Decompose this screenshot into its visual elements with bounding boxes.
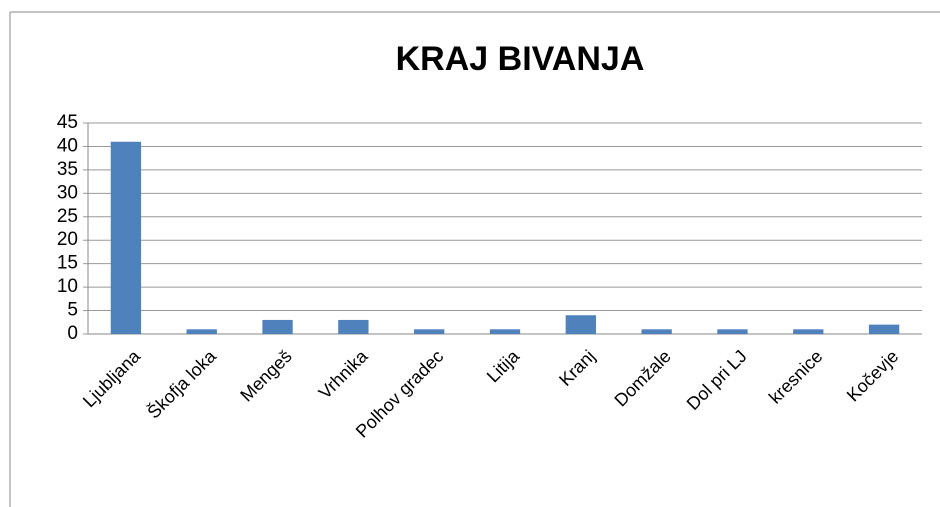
x-tick-label: Ljubljana — [79, 345, 145, 411]
bar — [338, 319, 369, 334]
chart-title: KRAJ BIVANJA — [396, 40, 645, 78]
y-tick-label: 35 — [57, 159, 78, 180]
bar — [565, 315, 596, 334]
bar — [793, 329, 824, 334]
y-tick-label: 40 — [57, 135, 78, 156]
bar — [641, 329, 672, 334]
bar — [489, 329, 521, 334]
x-tick-label: Litija — [483, 345, 524, 386]
bar — [717, 329, 748, 334]
y-tick-label: 10 — [57, 276, 78, 297]
bar — [110, 141, 142, 334]
bar — [868, 324, 900, 334]
bar — [262, 319, 293, 334]
y-tick-label: 15 — [57, 253, 78, 274]
x-tick-label: Domžale — [610, 346, 674, 410]
x-tick-label: Kočevje — [843, 346, 902, 405]
bar — [186, 329, 217, 334]
x-tick-label: Škofja loka — [143, 345, 221, 423]
x-tick-label: Vrhnika — [315, 345, 373, 403]
y-tick-label: 0 — [67, 323, 78, 344]
y-tick-label: 45 — [57, 112, 78, 133]
y-tick-label: 30 — [57, 182, 78, 203]
x-tick-label: Dol pri LJ — [683, 346, 751, 414]
bar — [414, 329, 445, 334]
y-tick-label: 25 — [57, 206, 78, 227]
y-tick-label: 5 — [67, 300, 78, 321]
x-tick-label: Kranj — [555, 346, 599, 390]
y-tick-label: 20 — [57, 229, 78, 250]
x-tick-label: Mengeš — [236, 346, 295, 405]
x-tick-label: kresnice — [765, 346, 827, 408]
